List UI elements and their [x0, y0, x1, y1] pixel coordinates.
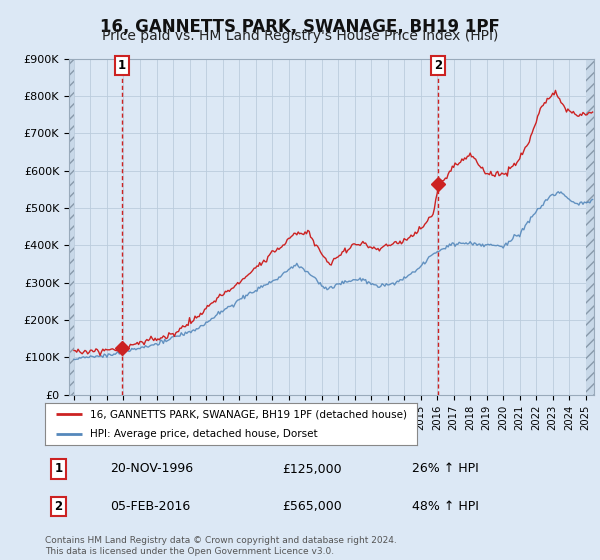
Bar: [52, 59, 74, 395]
Text: 26% ↑ HPI: 26% ↑ HPI: [412, 463, 479, 475]
Bar: [586, 59, 600, 395]
Text: 1: 1: [55, 463, 62, 475]
Text: Price paid vs. HM Land Registry's House Price Index (HPI): Price paid vs. HM Land Registry's House …: [102, 29, 498, 43]
Text: 48% ↑ HPI: 48% ↑ HPI: [412, 500, 479, 513]
Text: £565,000: £565,000: [283, 500, 343, 513]
Text: 20-NOV-1996: 20-NOV-1996: [110, 463, 193, 475]
Text: 16, GANNETTS PARK, SWANAGE, BH19 1PF (detached house): 16, GANNETTS PARK, SWANAGE, BH19 1PF (de…: [89, 409, 407, 419]
Text: 1: 1: [118, 59, 126, 72]
Text: 16, GANNETTS PARK, SWANAGE, BH19 1PF: 16, GANNETTS PARK, SWANAGE, BH19 1PF: [100, 18, 500, 36]
Text: £125,000: £125,000: [283, 463, 342, 475]
Text: Contains HM Land Registry data © Crown copyright and database right 2024.
This d: Contains HM Land Registry data © Crown c…: [45, 536, 397, 556]
Text: 2: 2: [434, 59, 443, 72]
Text: 05-FEB-2016: 05-FEB-2016: [110, 500, 190, 513]
Text: HPI: Average price, detached house, Dorset: HPI: Average price, detached house, Dors…: [89, 430, 317, 439]
Text: 2: 2: [55, 500, 62, 513]
